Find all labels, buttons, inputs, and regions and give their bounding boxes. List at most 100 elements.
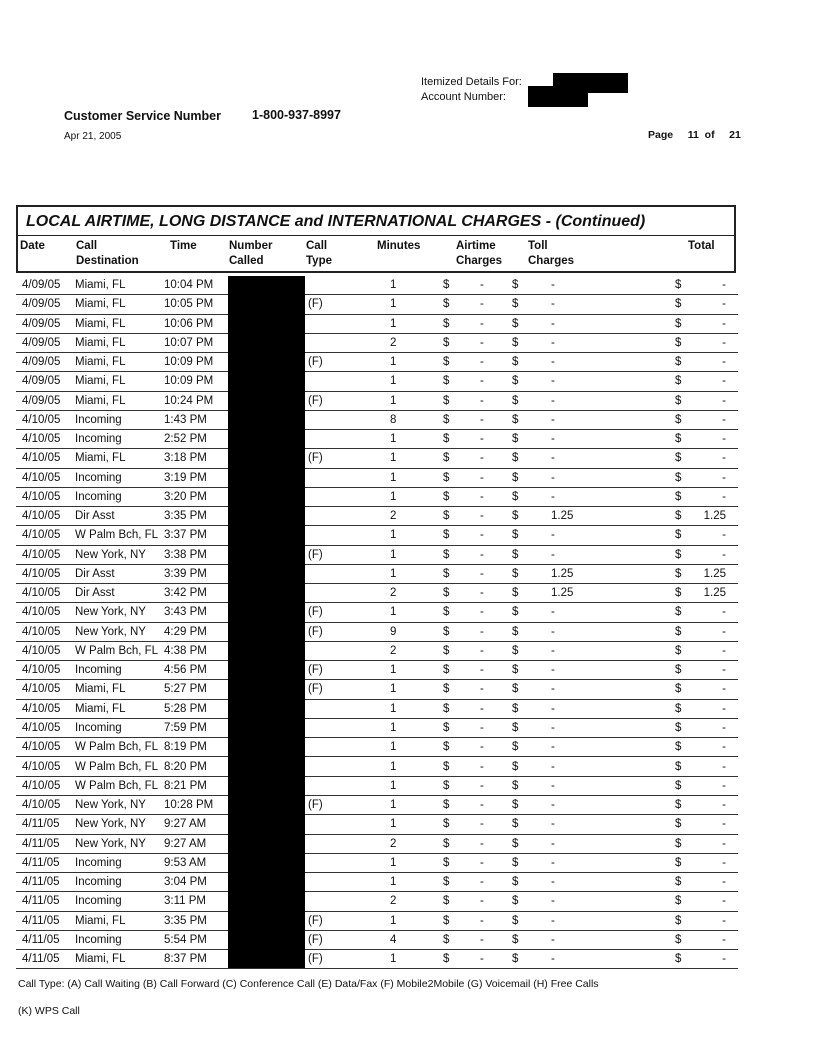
cell-time: 3:20 PM bbox=[164, 490, 207, 503]
currency-symbol: $ bbox=[675, 394, 682, 407]
table-row: 4/10/05 W Palm Bch, FL 8:20 PM 1 - - - $ $ $ bbox=[16, 758, 738, 777]
cell-minutes: 9 bbox=[390, 625, 397, 638]
currency-symbol: $ bbox=[512, 356, 519, 369]
col-date: Date bbox=[20, 240, 45, 252]
currency-symbol: $ bbox=[512, 741, 519, 754]
account-number-label: Account Number: bbox=[421, 91, 506, 103]
cell-time: 4:38 PM bbox=[164, 644, 207, 657]
currency-symbol: $ bbox=[443, 799, 450, 812]
currency-symbol: $ bbox=[443, 317, 450, 330]
cell-date: 4/10/05 bbox=[22, 510, 61, 523]
currency-symbol: $ bbox=[512, 394, 519, 407]
cell-destination: Incoming bbox=[75, 471, 122, 484]
currency-symbol: $ bbox=[675, 837, 682, 850]
currency-symbol: $ bbox=[675, 471, 682, 484]
cell-airtime-charges: - bbox=[480, 567, 484, 580]
cell-date: 4/10/05 bbox=[22, 587, 61, 600]
cell-destination: New York, NY bbox=[75, 818, 146, 831]
currency-symbol: $ bbox=[512, 856, 519, 869]
cell-total: - bbox=[722, 471, 726, 484]
cell-call-type: (F) bbox=[308, 933, 323, 946]
currency-symbol: $ bbox=[443, 625, 450, 638]
cell-total: - bbox=[722, 876, 726, 889]
cell-toll-charges: 1.25 bbox=[551, 567, 574, 580]
cell-time: 3:37 PM bbox=[164, 529, 207, 542]
currency-symbol: $ bbox=[675, 375, 682, 388]
currency-symbol: $ bbox=[443, 452, 450, 465]
cell-airtime-charges: - bbox=[480, 818, 484, 831]
currency-symbol: $ bbox=[512, 895, 519, 908]
currency-symbol: $ bbox=[443, 279, 450, 291]
table-title: LOCAL AIRTIME, LONG DISTANCE and INTERNA… bbox=[26, 213, 646, 230]
currency-symbol: $ bbox=[443, 721, 450, 734]
cell-minutes: 1 bbox=[390, 433, 397, 446]
cell-minutes: 1 bbox=[390, 779, 397, 792]
cell-toll-charges: - bbox=[551, 953, 555, 966]
cell-date: 4/09/05 bbox=[22, 394, 61, 407]
table-row: 4/10/05 Miami, FL 3:18 PM (F) 1 - - - $ $ $ bbox=[16, 449, 738, 469]
currency-symbol: $ bbox=[675, 779, 682, 792]
cell-destination: Miami, FL bbox=[75, 356, 126, 369]
cell-toll-charges: - bbox=[551, 356, 555, 369]
currency-symbol: $ bbox=[675, 567, 682, 580]
cell-airtime-charges: - bbox=[480, 721, 484, 734]
cell-minutes: 2 bbox=[390, 336, 397, 349]
cell-total: 1.25 bbox=[703, 567, 726, 580]
cell-toll-charges: - bbox=[551, 298, 555, 311]
currency-symbol: $ bbox=[443, 837, 450, 850]
cell-total: - bbox=[722, 702, 726, 715]
currency-symbol: $ bbox=[443, 760, 450, 773]
cell-total: - bbox=[722, 336, 726, 349]
cell-destination: Miami, FL bbox=[75, 336, 126, 349]
cell-destination: New York, NY bbox=[75, 606, 146, 619]
cell-destination: Miami, FL bbox=[75, 914, 126, 927]
cell-call-type: (F) bbox=[308, 664, 323, 677]
cell-airtime-charges: - bbox=[480, 741, 484, 754]
page-total: 21 bbox=[729, 129, 741, 141]
cell-minutes: 1 bbox=[390, 721, 397, 734]
cell-date: 4/09/05 bbox=[22, 356, 61, 369]
cell-destination: New York, NY bbox=[75, 837, 146, 850]
currency-symbol: $ bbox=[512, 490, 519, 503]
cell-minutes: 1 bbox=[390, 375, 397, 388]
cell-total: - bbox=[722, 317, 726, 330]
currency-symbol: $ bbox=[443, 856, 450, 869]
title-divider bbox=[18, 235, 734, 236]
cell-toll-charges: - bbox=[551, 452, 555, 465]
table-row: 4/10/05 New York, NY 3:43 PM (F) 1 - - - $ $ $ bbox=[16, 603, 738, 623]
cell-date: 4/10/05 bbox=[22, 741, 61, 754]
cell-minutes: 1 bbox=[390, 452, 397, 465]
cell-minutes: 1 bbox=[390, 953, 397, 966]
cell-date: 4/11/05 bbox=[22, 914, 60, 927]
currency-symbol: $ bbox=[512, 953, 519, 966]
currency-symbol: $ bbox=[675, 818, 682, 831]
cell-date: 4/10/05 bbox=[22, 490, 61, 503]
cell-time: 10:28 PM bbox=[164, 799, 214, 812]
cell-time: 9:53 AM bbox=[164, 856, 207, 869]
customer-service-label: Customer Service Number bbox=[64, 109, 222, 123]
cell-destination: New York, NY bbox=[75, 625, 146, 638]
cell-time: 3:39 PM bbox=[164, 567, 207, 580]
cell-total: - bbox=[722, 779, 726, 792]
cell-toll-charges: - bbox=[551, 702, 555, 715]
currency-symbol: $ bbox=[443, 644, 450, 657]
cell-airtime-charges: - bbox=[480, 664, 484, 677]
cell-date: 4/11/05 bbox=[22, 837, 60, 850]
cell-minutes: 1 bbox=[390, 683, 397, 696]
cell-total: - bbox=[722, 548, 726, 561]
currency-symbol: $ bbox=[675, 298, 682, 311]
col-toll-charges: Toll Charges bbox=[528, 239, 574, 269]
currency-symbol: $ bbox=[675, 413, 682, 426]
currency-symbol: $ bbox=[512, 933, 519, 946]
cell-time: 3:11 PM bbox=[164, 895, 206, 908]
cell-total: - bbox=[722, 279, 726, 291]
table-row: 4/10/05 New York, NY 10:28 PM (F) 1 - - - $ $ $ bbox=[16, 796, 738, 816]
cell-airtime-charges: - bbox=[480, 702, 484, 715]
table-row: 4/10/05 W Palm Bch, FL 3:37 PM 1 - - - $ $ $ bbox=[16, 526, 738, 546]
cell-total: - bbox=[722, 799, 726, 812]
cell-toll-charges: - bbox=[551, 741, 555, 754]
cell-total: - bbox=[722, 644, 726, 657]
currency-symbol: $ bbox=[443, 587, 450, 600]
currency-symbol: $ bbox=[512, 799, 519, 812]
cell-destination: Miami, FL bbox=[75, 953, 126, 966]
